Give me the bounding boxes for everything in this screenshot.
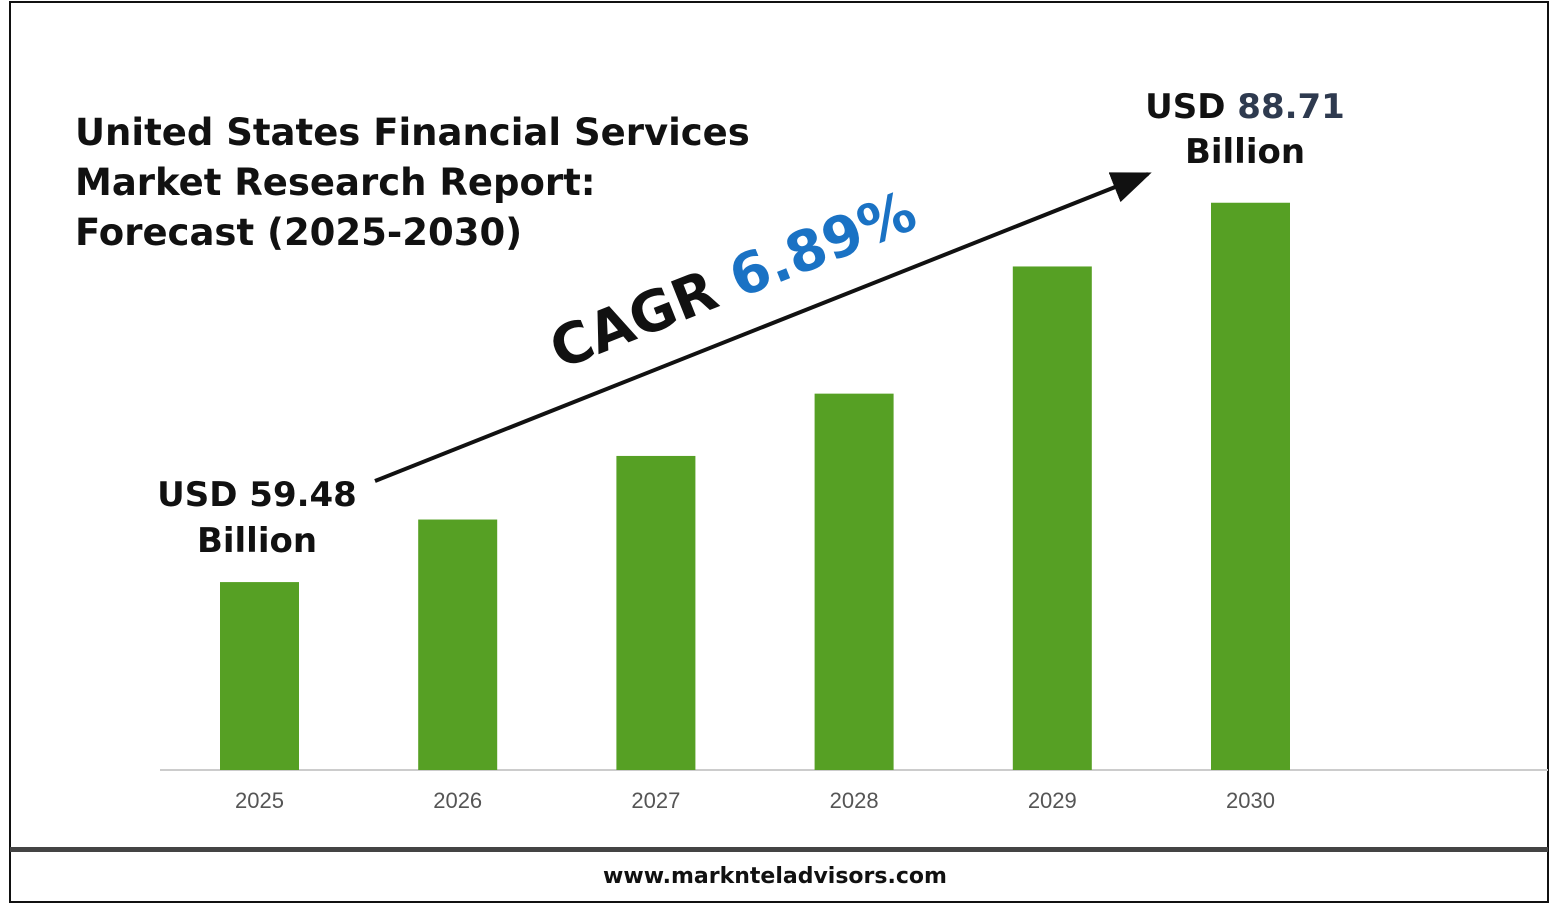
title-line-3: Forecast (2025-2030) xyxy=(75,211,522,254)
footer-url[interactable]: www.marknteladvisors.com xyxy=(603,864,947,889)
x-tick-label: 2030 xyxy=(1226,788,1275,813)
x-tick-label: 2029 xyxy=(1028,788,1077,813)
end-value-label: USD 88.71 xyxy=(1145,87,1345,127)
start-value-label: USD 59.48 xyxy=(157,475,357,515)
end-unit-label: Billion xyxy=(1185,132,1305,172)
footer-divider xyxy=(10,847,1548,852)
bar-2030 xyxy=(1211,202,1290,770)
end-prefix: USD xyxy=(1145,87,1237,127)
bar-2028 xyxy=(814,393,894,770)
start-unit-label: Billion xyxy=(197,521,317,561)
bar-2025 xyxy=(220,582,299,770)
title-line-2: Market Research Report: xyxy=(75,161,596,204)
growth-arrow xyxy=(374,172,1152,483)
title-line-1: United States Financial Services xyxy=(75,111,750,154)
x-tick-label: 2027 xyxy=(631,788,680,813)
end-value: 88.71 xyxy=(1237,87,1345,127)
x-tick-label: 2028 xyxy=(830,788,879,813)
bar-2029 xyxy=(1012,266,1092,770)
x-tick-label: 2026 xyxy=(433,788,482,813)
chart-title: United States Financial Services Market … xyxy=(75,111,750,254)
bar-2026 xyxy=(418,519,498,770)
bar-2027 xyxy=(616,455,696,770)
x-tick-label: 2025 xyxy=(235,788,284,813)
